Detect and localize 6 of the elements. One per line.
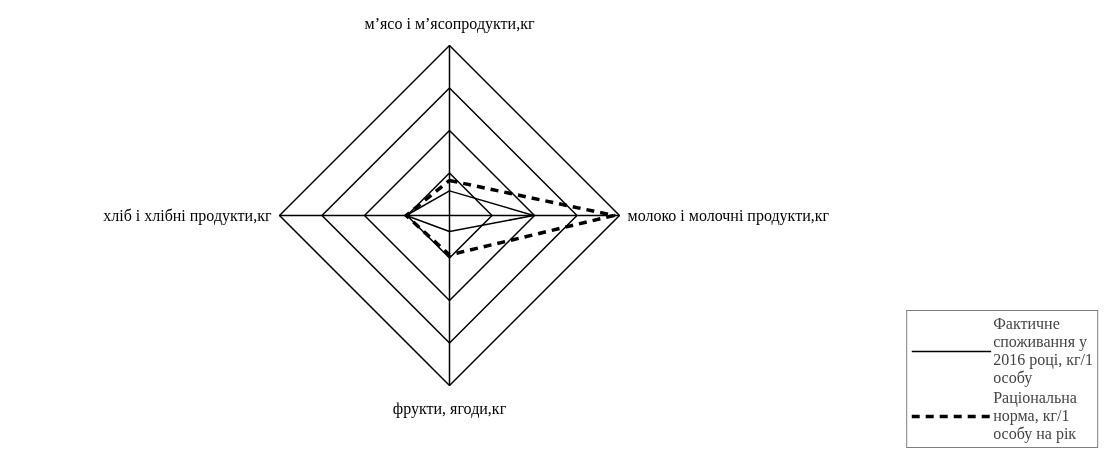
legend-label: Раціональна норма, кг/1 особу на рік <box>993 389 1077 443</box>
spoke-label: молоко і молочні продукти,кг <box>627 207 830 225</box>
spoke-label: хліб і хлібні продукти,кг <box>103 207 272 225</box>
legend-label: Фактичне споживання у 2016 році, кг/1 особу <box>993 315 1093 387</box>
spoke-label: фрукти, ягоди,кг <box>392 399 507 418</box>
spoke-label: м’ясо і м’ясопродукти,кг <box>364 14 535 33</box>
